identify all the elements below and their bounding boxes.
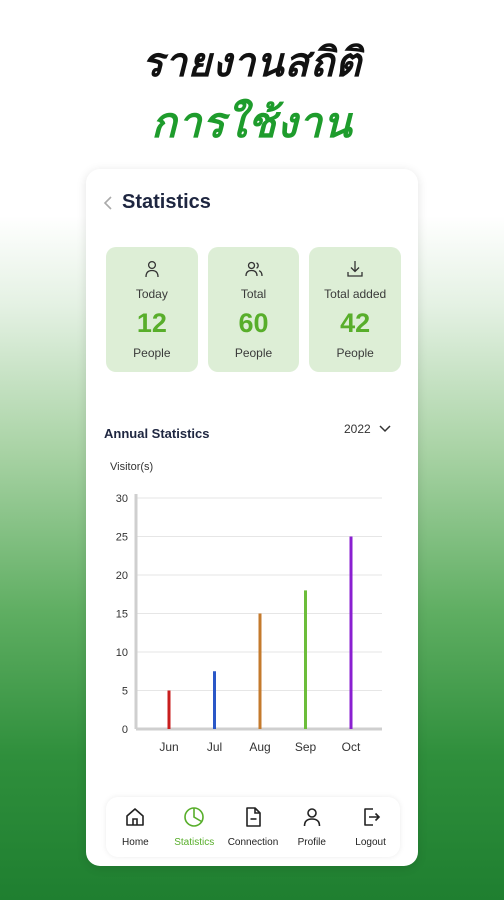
- bar-chart: 0 5 10 15 20 25 30 Jun Jul Aug Sep Oct: [116, 493, 382, 754]
- y-tick-label: 5: [122, 686, 128, 698]
- bar-jul: [213, 671, 216, 729]
- download-icon: [347, 261, 363, 277]
- tab-label: Connection: [227, 837, 279, 848]
- card-unit: People: [234, 346, 273, 360]
- tab-statistics[interactable]: Statistics: [165, 797, 224, 857]
- chevron-down-icon: [379, 425, 391, 433]
- x-tick-label: Aug: [249, 740, 270, 754]
- pie-chart-icon: [184, 807, 204, 827]
- card-unit: People: [336, 346, 374, 360]
- home-icon: [126, 808, 145, 826]
- bar-jun: [167, 690, 171, 729]
- card-total: Total 60 People: [207, 247, 300, 372]
- document-icon: [246, 807, 261, 827]
- tab-logout[interactable]: Logout: [341, 797, 400, 857]
- header: Statistics: [100, 191, 211, 214]
- bottom-nav: Home Statistics Connection Profile: [106, 797, 400, 857]
- chevron-left-icon[interactable]: [100, 193, 116, 213]
- phone-screen: Statistics Today 12 People Total 60 Peop…: [86, 169, 418, 866]
- person-icon: [145, 260, 159, 278]
- x-tick-label: Jun: [159, 740, 178, 754]
- promo-title-line1: รายงานสถิติ: [141, 41, 363, 85]
- card-value: 60: [238, 308, 269, 338]
- y-tick-label: 30: [116, 493, 128, 505]
- x-tick-label: Sep: [295, 740, 317, 754]
- x-tick-label: Oct: [342, 740, 361, 754]
- y-tick-label: 20: [116, 570, 128, 582]
- tab-connection[interactable]: Connection: [224, 797, 283, 857]
- card-label: Total: [240, 287, 267, 301]
- tab-label: Profile: [297, 837, 326, 848]
- y-tick-label: 15: [116, 609, 128, 621]
- tab-label: Logout: [355, 837, 386, 848]
- tab-label: Statistics: [174, 837, 215, 848]
- people-icon: [244, 261, 263, 277]
- y-tick-label: 10: [116, 647, 128, 659]
- y-tick-label: 25: [116, 532, 128, 544]
- year-value: 2022: [344, 422, 371, 436]
- promo-title-line2: การใช้งาน: [151, 99, 353, 146]
- annual-statistics-title: Annual Statistics: [104, 426, 210, 441]
- tab-label: Home: [122, 837, 149, 848]
- card-value: 12: [136, 308, 167, 338]
- card-today: Today 12 People: [106, 247, 198, 372]
- y-tick-label: 0: [122, 724, 128, 736]
- logout-icon: [363, 808, 380, 826]
- summary-cards: Today 12 People Total 60 People Total ad…: [106, 247, 402, 372]
- bar-sep: [304, 590, 307, 729]
- card-unit: People: [133, 346, 171, 360]
- y-axis-label: Visitor(s): [110, 461, 154, 473]
- bar-oct: [349, 536, 353, 729]
- tab-home[interactable]: Home: [106, 797, 165, 857]
- user-icon: [303, 808, 321, 827]
- page-title: Statistics: [122, 191, 211, 213]
- year-select[interactable]: 2022: [344, 422, 391, 436]
- card-label: Total added: [324, 287, 387, 301]
- tab-profile[interactable]: Profile: [282, 797, 341, 857]
- card-total-added: Total added 42 People: [309, 247, 402, 372]
- x-tick-label: Jul: [207, 740, 222, 754]
- card-value: 42: [340, 308, 371, 338]
- bar-aug: [258, 613, 262, 729]
- card-label: Today: [135, 287, 168, 301]
